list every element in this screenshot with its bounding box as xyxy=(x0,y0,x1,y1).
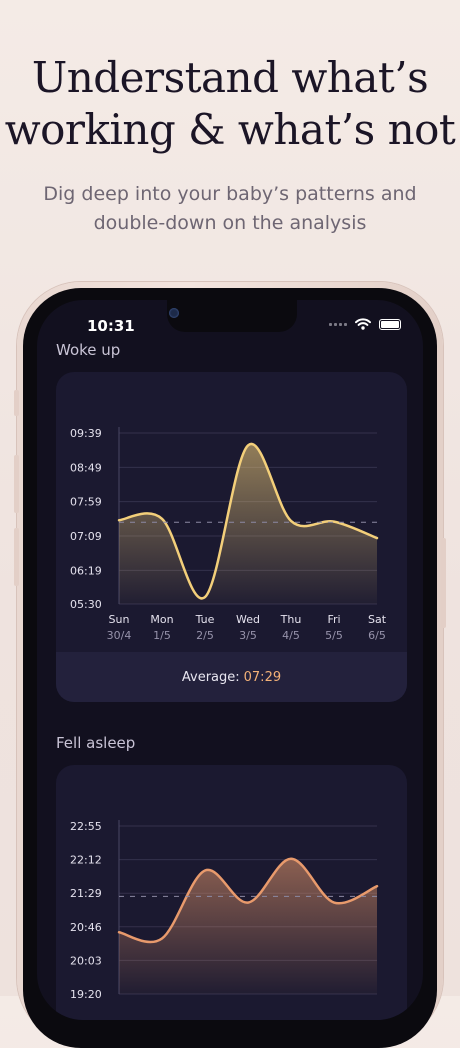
phone-power-button xyxy=(441,538,446,628)
status-icons xyxy=(329,318,401,330)
data-point xyxy=(247,901,249,903)
average-value: 07:29 xyxy=(243,669,282,685)
series-area xyxy=(119,858,377,994)
x-date-label: 3/5 xyxy=(239,629,257,642)
woke-up-card: 09:39 08:49 07:59 07:09 06:19 05:30 Sun Mon Tue W… xyxy=(56,372,407,702)
subheadline-line-1: Dig deep into your baby’s patterns and xyxy=(43,183,417,205)
battery-icon xyxy=(379,318,401,330)
phone-volume-up-button xyxy=(14,455,19,513)
y-tick-label: 22:55 xyxy=(70,820,102,833)
data-point xyxy=(376,885,378,887)
fell-asleep-card: 22:55 22:12 21:29 20:46 20:03 19:20 xyxy=(56,765,407,1020)
wifi-icon xyxy=(355,318,371,330)
y-tick-label: 05:30 xyxy=(70,598,102,611)
y-tick-label: 19:20 xyxy=(70,988,102,1001)
y-tick-label: 21:29 xyxy=(70,887,102,900)
data-point xyxy=(204,596,206,598)
y-tick-label: 22:12 xyxy=(70,854,102,867)
data-point xyxy=(118,519,120,521)
x-tick-label: Mon xyxy=(150,613,173,626)
x-tick-label: Fri xyxy=(327,613,340,626)
headline: Understand what’s working & what’s not xyxy=(0,52,460,156)
data-point xyxy=(118,931,120,933)
camera-icon xyxy=(169,308,179,318)
headline-line-1: Understand what’s xyxy=(31,53,429,102)
cellular-signal-icon xyxy=(329,322,347,326)
x-tick-label: Tue xyxy=(195,613,215,626)
notch xyxy=(167,300,297,332)
x-date-label: 2/5 xyxy=(196,629,214,642)
phone-screen: 10:31 Woke up 09:39 08:49 07:59 07:09 06:19 0… xyxy=(37,300,423,1020)
x-date-label: 5/5 xyxy=(325,629,343,642)
y-tick-label: 08:49 xyxy=(70,461,102,474)
subheadline: Dig deep into your baby’s patterns and d… xyxy=(0,180,460,238)
data-point xyxy=(204,869,206,871)
phone-side-button xyxy=(14,390,19,416)
x-date-label: 30/4 xyxy=(107,629,132,642)
x-date-label: 6/5 xyxy=(368,629,386,642)
subheadline-line-2: double-down on the analysis xyxy=(93,212,367,234)
woke-up-title: Woke up xyxy=(56,341,121,359)
x-date-label: 4/5 xyxy=(282,629,300,642)
x-tick-label: Wed xyxy=(236,613,260,626)
y-tick-label: 09:39 xyxy=(70,427,102,440)
series-line xyxy=(117,857,379,944)
y-tick-label: 20:46 xyxy=(70,921,102,934)
y-tick-label: 07:09 xyxy=(70,530,102,543)
woke-up-average: Average: 07:29 xyxy=(56,652,407,702)
x-tick-label: Thu xyxy=(280,613,302,626)
data-point xyxy=(161,937,163,939)
woke-up-chart: 09:39 08:49 07:59 07:09 06:19 05:30 Sun Mon Tue W… xyxy=(70,427,387,642)
series-area xyxy=(119,443,377,604)
y-tick-label: 07:59 xyxy=(70,496,102,509)
data-point xyxy=(333,901,335,903)
x-date-label: 1/5 xyxy=(153,629,171,642)
fell-asleep-chart: 22:55 22:12 21:29 20:46 20:03 19:20 xyxy=(70,820,379,1001)
headline-line-2: working & what’s not xyxy=(4,105,456,154)
status-time: 10:31 xyxy=(87,317,135,335)
fell-asleep-title: Fell asleep xyxy=(56,734,136,752)
data-point xyxy=(290,858,292,860)
data-point xyxy=(247,444,249,446)
x-tick-label: Sun xyxy=(109,613,130,626)
series-line xyxy=(117,442,379,600)
data-point xyxy=(161,518,163,520)
data-point xyxy=(290,520,292,522)
phone-volume-down-button xyxy=(14,528,19,586)
data-point xyxy=(376,537,378,539)
y-tick-label: 06:19 xyxy=(70,564,102,577)
y-tick-label: 20:03 xyxy=(70,954,102,967)
data-point xyxy=(333,520,335,522)
x-tick-label: Sat xyxy=(368,613,387,626)
average-label: Average: xyxy=(181,669,240,685)
